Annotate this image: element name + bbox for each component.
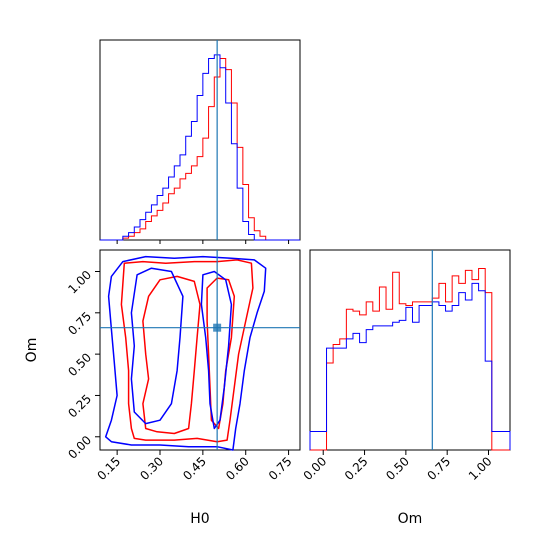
joint-truth-marker xyxy=(213,323,222,332)
joint-frame xyxy=(99,249,301,451)
om-hist-series-0 xyxy=(310,268,510,451)
contour-series-0-level-1 xyxy=(142,275,201,435)
x-axis-title-h0: H0 xyxy=(190,511,209,527)
contour-series-1-level-2 xyxy=(200,270,233,430)
x-axis-title-om: Om xyxy=(398,511,423,527)
contour-series-1-level-0 xyxy=(104,255,267,451)
contour-series-0-level-0 xyxy=(120,259,254,443)
h0-marginal-frame xyxy=(99,39,301,241)
h0-hist-series-1 xyxy=(100,54,300,241)
contour-series-1-level-1 xyxy=(130,267,184,425)
om-hist-series-1 xyxy=(309,282,511,450)
h0-hist-series-0 xyxy=(100,58,300,241)
y-axis-title-om: Om xyxy=(24,338,40,363)
h0-marginal-panel xyxy=(100,40,300,244)
om-marginal-frame xyxy=(309,249,511,451)
